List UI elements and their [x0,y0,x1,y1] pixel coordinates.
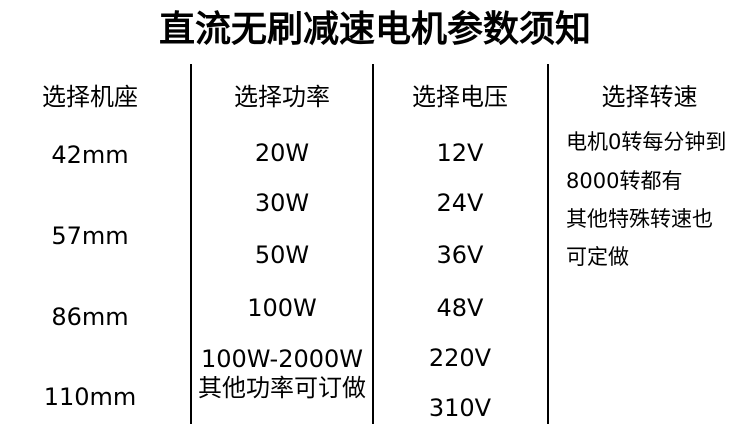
voltage-value: 36V [436,241,484,269]
power-value: 100W [247,294,317,322]
voltage-value: 24V [436,189,484,217]
voltage-value: 310V [428,394,492,422]
speed-note-line: 电机0转每分钟到 [566,130,727,154]
power-value: 30W [254,189,310,217]
speed-note-line: 可定做 [566,245,629,269]
frame-size-value: 42mm [51,141,129,169]
column-speed: 选择转速 电机0转每分钟到 8000转都有 其他特殊转速也 可定做 [549,0,750,428]
frame-size-value: 86mm [51,303,129,331]
voltage-header: 选择电压 [412,83,508,111]
speed-note-line: 8000转都有 [566,169,683,193]
column-power: 选择功率 20W 30W 50W 100W 100W-2000W 其他功率可订做 [192,0,372,428]
column-divider-2 [372,64,374,424]
power-value: 50W [254,241,310,269]
frame-size-value: 57mm [51,222,129,250]
column-frame-size: 选择机座 42mm 57mm 86mm 110mm [0,0,180,428]
power-custom-range: 100W-2000W [200,345,364,373]
column-divider-3 [547,64,549,424]
speed-header: 选择转速 [601,83,698,111]
column-divider-1 [190,64,192,424]
voltage-value: 48V [436,294,484,322]
frame-size-value: 110mm [43,383,137,411]
power-custom-note: 其他功率可订做 [198,374,366,402]
column-voltage: 选择电压 12V 24V 36V 48V 220V 310V [374,0,546,428]
voltage-value: 12V [436,139,484,167]
page-title: 直流无刷减速电机参数须知 [158,9,591,50]
power-header: 选择功率 [234,83,330,111]
power-value: 20W [254,139,310,167]
frame-size-header: 选择机座 [42,83,138,111]
speed-note-line: 其他特殊转速也 [566,207,713,231]
voltage-value: 220V [428,344,492,372]
